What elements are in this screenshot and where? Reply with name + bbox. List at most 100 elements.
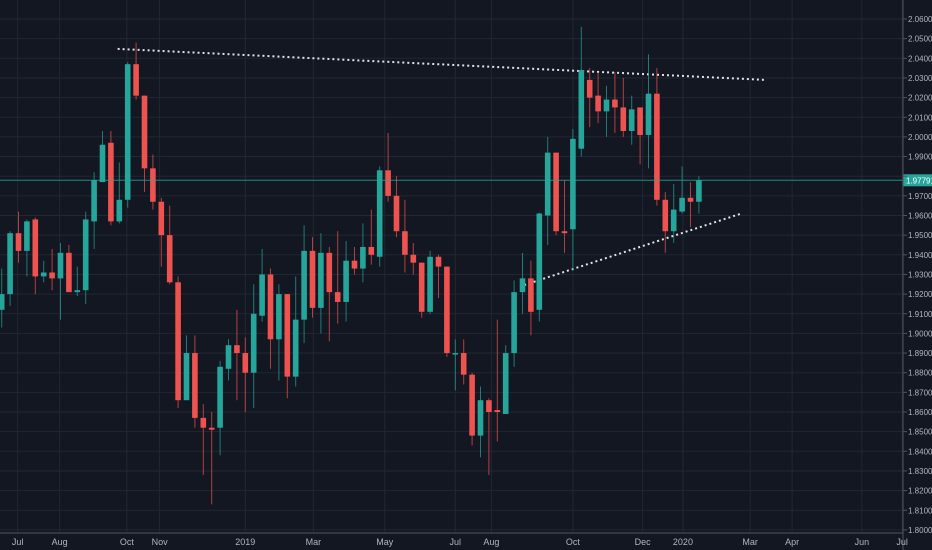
candle-body [208, 427, 215, 430]
candle-body [108, 142, 114, 222]
candle-body [259, 274, 265, 316]
candle-body [528, 278, 534, 312]
candle-down [175, 276, 181, 409]
y-tick-label: 2.06000 [908, 15, 932, 24]
candle-down [108, 131, 114, 226]
candle-down [410, 243, 417, 275]
x-tick-label: Apr [785, 537, 799, 547]
candle-down [620, 77, 627, 137]
candle-down [553, 152, 559, 236]
candle-up [225, 339, 232, 381]
x-tick-label: Oct [566, 537, 581, 547]
resistance-trendline[interactable] [117, 47, 766, 81]
candle-body [586, 79, 593, 98]
candle-down [368, 209, 375, 265]
candle-body [0, 294, 5, 310]
candle-down [158, 197, 165, 267]
candle-down [32, 217, 39, 295]
candle-up [628, 95, 635, 145]
candle-body [32, 219, 39, 277]
candle-body [393, 195, 400, 232]
candle-body [267, 274, 274, 340]
candle-up [645, 54, 652, 169]
trendlines[interactable] [117, 47, 766, 287]
candle-down [192, 335, 198, 428]
candle-up [452, 339, 459, 391]
candle-up [0, 268, 5, 328]
y-tick-label: 1.91000 [908, 310, 932, 319]
candle-up [124, 62, 131, 208]
y-tick-label: 1.87000 [908, 388, 932, 397]
candle-body [620, 107, 627, 132]
candle-body [284, 294, 291, 377]
candle-body [603, 99, 610, 112]
candle-up [511, 280, 517, 367]
candle-down [586, 68, 593, 128]
candle-down [141, 95, 148, 192]
candle-body [670, 209, 677, 232]
candle-body [502, 353, 509, 414]
candle-body [435, 256, 442, 267]
candle-body [133, 64, 139, 96]
candle-up [74, 266, 81, 297]
candle-body [124, 64, 131, 200]
candle-up [519, 252, 526, 314]
candle-up [343, 241, 349, 322]
candle-up [292, 276, 299, 387]
candle-body [427, 256, 433, 312]
candle-body [696, 180, 702, 202]
candle-down [435, 254, 442, 299]
candle-down [200, 404, 207, 475]
candle-up [536, 212, 543, 322]
candle-up [570, 129, 576, 271]
y-tick-label: 1.89000 [908, 349, 932, 358]
y-tick-label: 1.94000 [908, 251, 932, 260]
candle-body [276, 294, 282, 340]
y-tick-label: 1.86000 [908, 408, 932, 417]
candle-up [91, 172, 97, 249]
candle-down [460, 339, 467, 385]
candle-body [242, 353, 249, 373]
candle-body [343, 260, 349, 302]
x-tick-label: 2020 [673, 537, 693, 547]
candle-body [536, 213, 543, 310]
candle-up [301, 225, 307, 344]
candle-body [309, 250, 316, 308]
candle-body [612, 99, 618, 108]
candle-down [267, 268, 274, 369]
y-tick-label: 1.99000 [908, 153, 932, 162]
y-tick-label: 1.95000 [908, 231, 932, 240]
candle-body [318, 252, 324, 308]
candle-down [528, 260, 534, 336]
candle-body [91, 180, 97, 222]
x-tick-label: May [376, 537, 394, 547]
grid-lines [0, 0, 903, 533]
candle-body [166, 235, 173, 283]
x-tick-label: Mar [742, 537, 758, 547]
candle-up [250, 284, 257, 409]
candle-down [66, 244, 72, 293]
candle-body [334, 292, 341, 302]
candle-body [24, 221, 30, 251]
candle-body [570, 138, 576, 230]
candle-body [486, 400, 492, 412]
candle-up [276, 284, 282, 381]
candle-up [318, 233, 324, 334]
candle-body [687, 197, 694, 202]
x-tick-label: Aug [483, 537, 499, 547]
candle-body [250, 313, 257, 373]
candle-down [334, 231, 341, 324]
price-axis[interactable]: 1.80000 1.81000 1.82000 1.83000 1.84000 1.850… [902, 0, 932, 550]
candle-body [57, 252, 64, 279]
candle-down [561, 180, 568, 253]
candle-body [15, 233, 22, 251]
time-axis[interactable]: Jul Aug Oct Nov 2019 Mar May Jul Aug Oct Dec 2020 Ma… [0, 532, 908, 547]
candle-body [662, 199, 669, 232]
y-tick-label: 1.85000 [908, 428, 932, 437]
candle-body [410, 254, 417, 263]
candle-down [385, 132, 391, 202]
y-tick-label: 1.90000 [908, 329, 932, 338]
